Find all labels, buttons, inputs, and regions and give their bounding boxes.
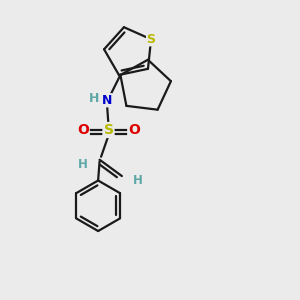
Text: H: H <box>88 92 99 105</box>
Text: H: H <box>133 174 143 187</box>
Text: N: N <box>102 94 112 107</box>
Text: S: S <box>147 33 156 46</box>
Text: O: O <box>128 123 140 137</box>
Text: O: O <box>77 123 89 137</box>
Text: H: H <box>78 158 88 171</box>
Text: S: S <box>103 123 113 137</box>
